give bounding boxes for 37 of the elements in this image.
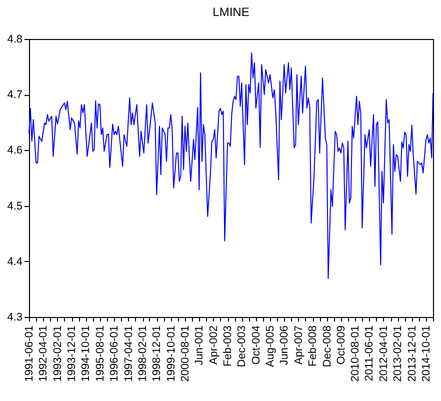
x-tick-label: 2010-08-01 [350,326,362,382]
x-tick-label: 1993-02-01 [52,326,64,382]
x-tick-label: Jun-001 [194,326,206,366]
x-tick-label: 1998-12-01 [151,326,164,382]
y-tick-label: 4.8 [7,34,22,46]
y-tick-label: 4.7 [7,89,22,102]
x-tick-label: 2000-08-01 [179,326,192,382]
x-tick-label: 2014-10-01 [420,326,432,382]
x-tick-label: Oct-009 [335,326,348,365]
x-tick-label: Feb-008 [307,326,320,366]
x-tick-label: 2012-04-01 [378,326,390,382]
y-tick-label: 4.5 [7,200,22,212]
x-tick-label: 1997-04-01 [122,326,135,382]
x-tick-label: 1992-04-01 [38,326,50,382]
x-tick-label: 1996-06-01 [108,326,121,382]
x-tick-label: Oct-004 [250,326,262,365]
x-tick-label: Apr-002 [208,326,220,365]
x-tick-label: 1991-06-01 [24,326,36,382]
x-tick-label: 2013-02-01 [392,326,404,382]
x-tick-label: Feb-003 [222,326,234,366]
x-tick-label: Jun-006 [278,326,291,366]
x-tick-label: 2013-12-01 [406,326,418,382]
x-tick-label: Dec-003 [236,326,248,368]
x-tick-label: 1994-10-01 [80,326,92,382]
x-tick-label: 1995-08-01 [94,326,106,382]
x-tick-label: Dec-008 [321,326,334,368]
x-tick-label: Aug-005 [264,326,277,368]
x-tick-label: 1999-10-01 [165,326,178,382]
x-tick-label: 1993-12-01 [66,326,78,382]
y-tick-label: 4.4 [7,256,22,268]
y-tick-label: 4.3 [7,312,22,324]
x-tick-label: 2011-06-01 [364,326,376,381]
x-tick-label: Apr-007 [292,326,305,365]
chart-title: LMINE [212,5,250,19]
x-tick-label: 1998-02-01 [137,326,150,382]
line-series [28,52,434,280]
y-tick-label: 4.6 [7,144,22,157]
